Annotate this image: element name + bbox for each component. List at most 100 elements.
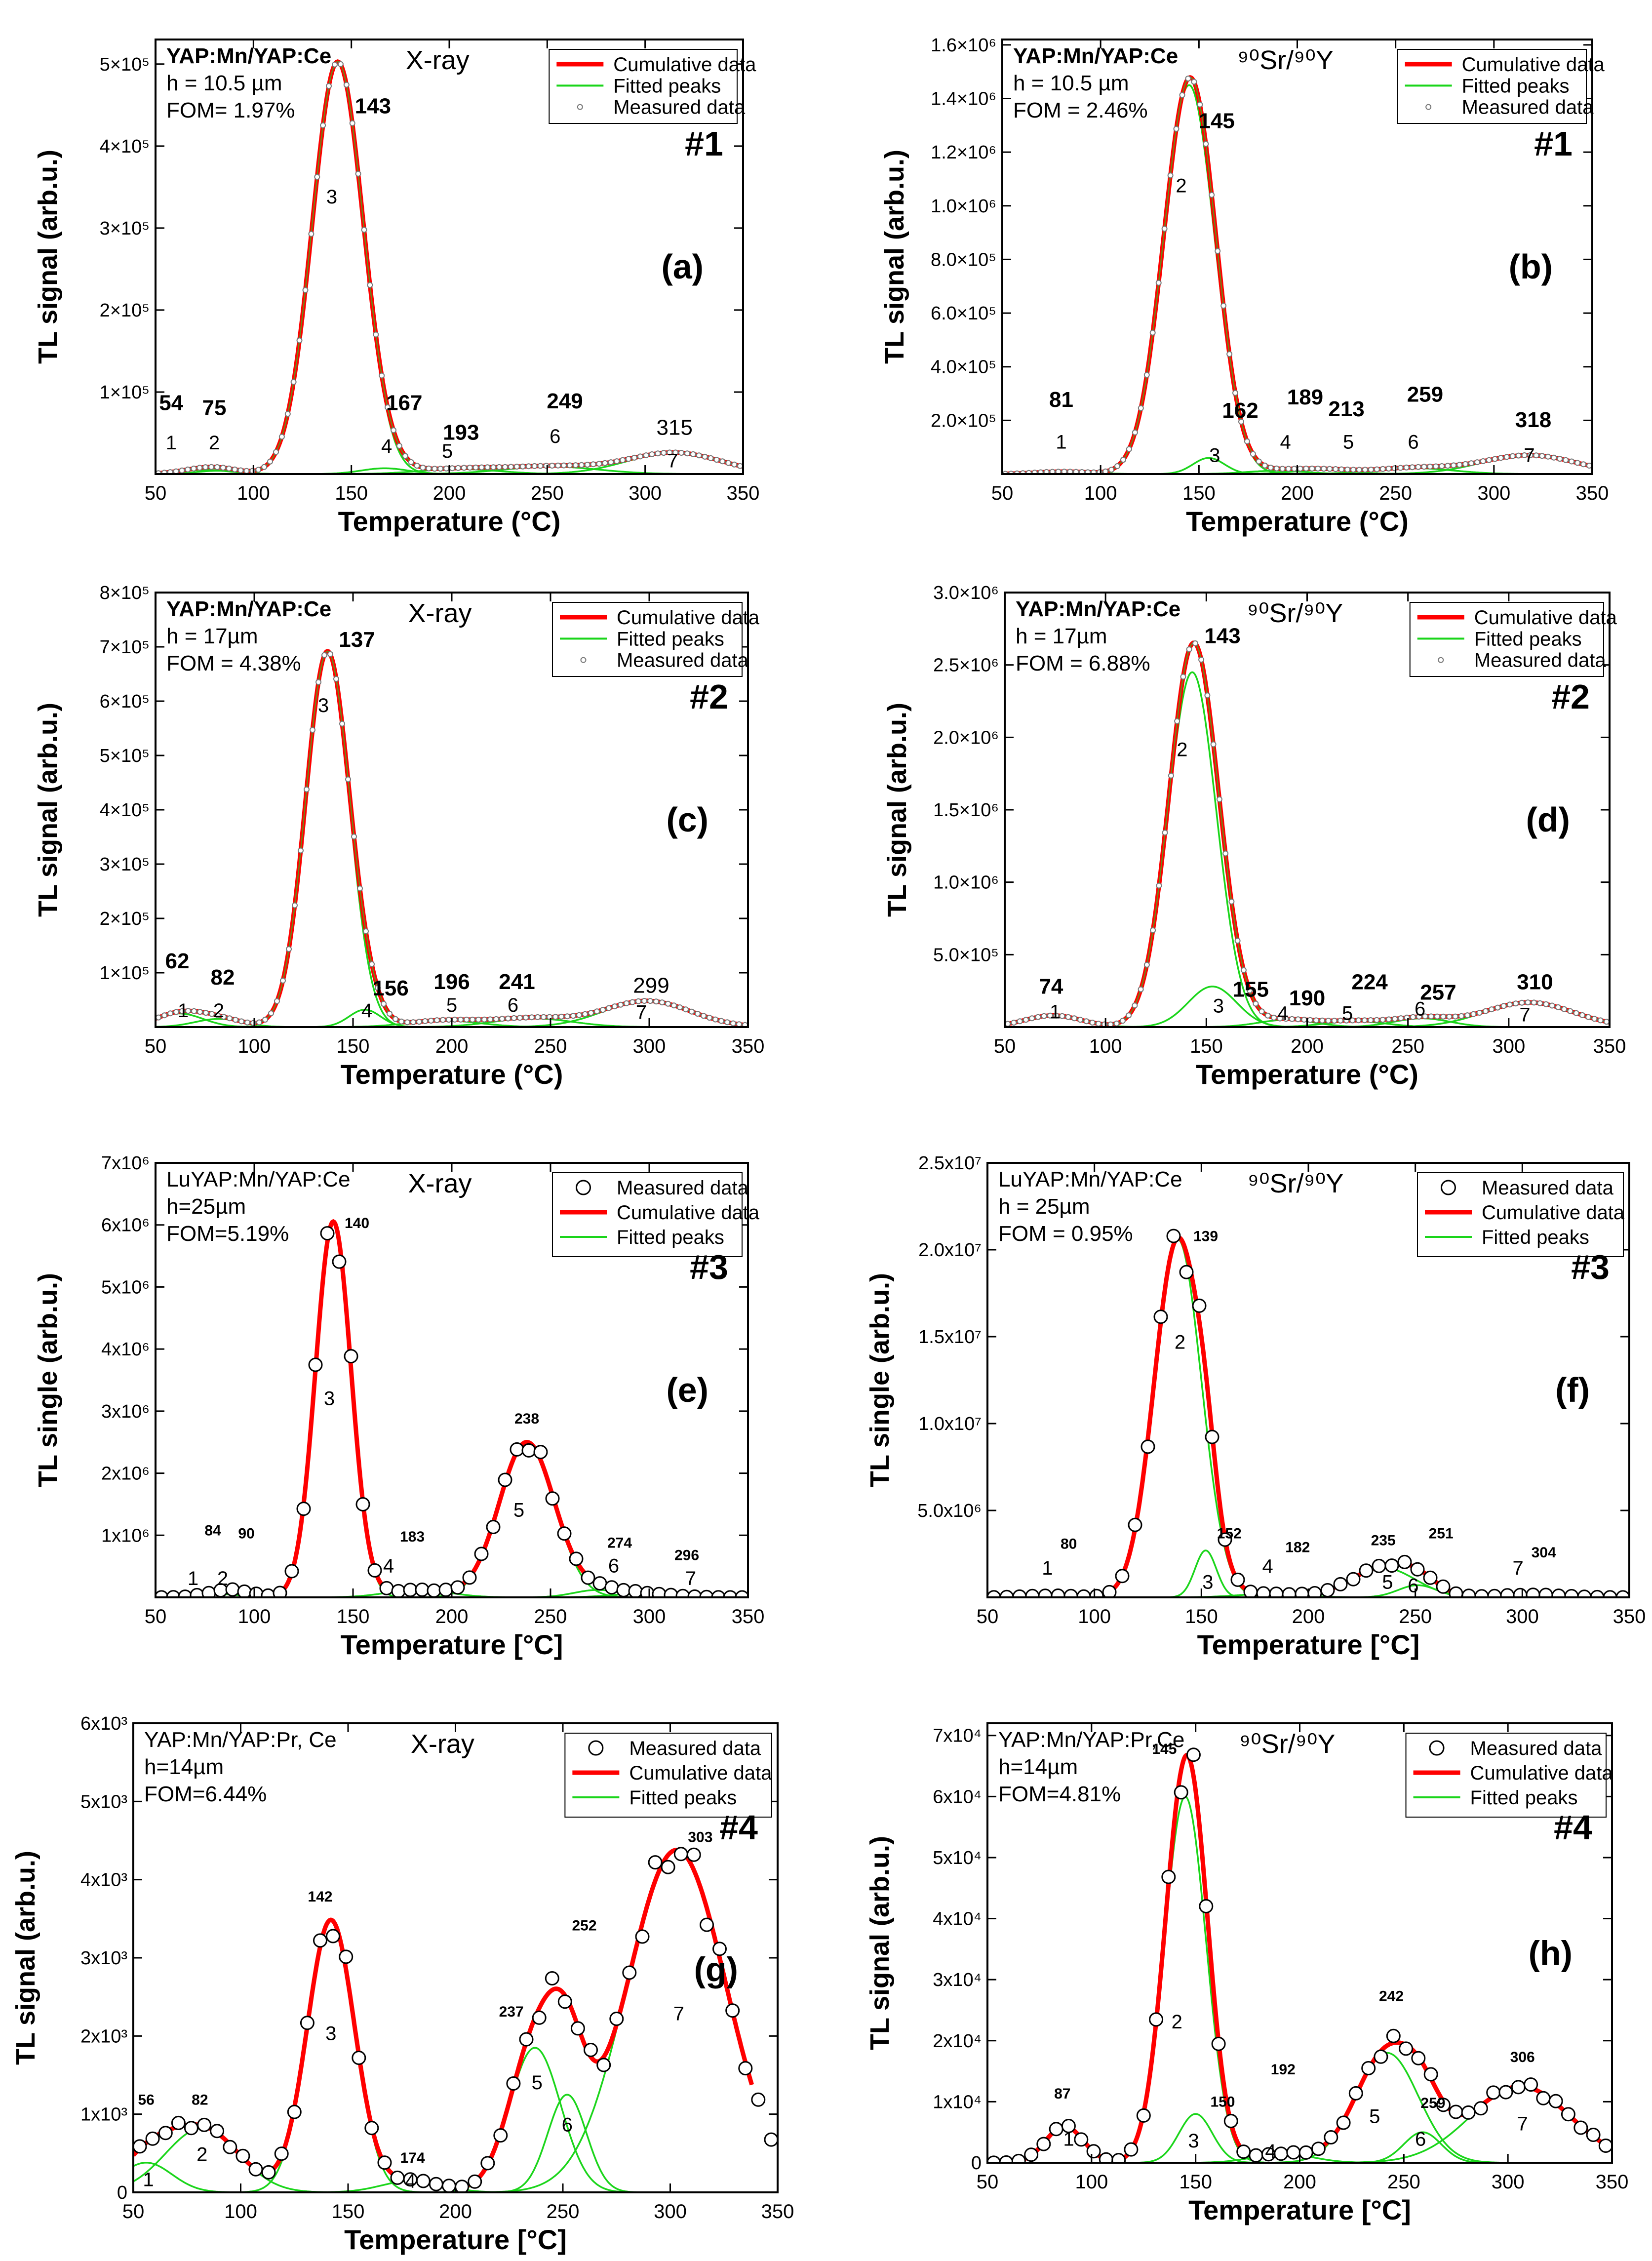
measured-point [1180, 674, 1186, 680]
measured-point [308, 1357, 323, 1372]
measured-point [171, 2115, 186, 2130]
measured-point [1132, 1002, 1138, 1009]
measured-point [635, 998, 641, 1004]
measured-point [274, 2146, 289, 2161]
measured-point [1549, 1002, 1555, 1009]
x-tick-label: 250 [534, 1035, 567, 1057]
measured-point [1423, 2067, 1438, 2082]
x-tick-label: 50 [122, 2201, 145, 2222]
measured-point [1580, 461, 1587, 468]
measured-point [1063, 1588, 1078, 1597]
y-tick-label: 5×10⁵ [100, 746, 150, 766]
measured-point [1492, 456, 1498, 462]
measured-point [584, 462, 590, 468]
sample-info-line: YAP:Mn/YAP:Ce [1016, 597, 1180, 621]
measured-point [1515, 452, 1522, 459]
peak-temperature-label: 137 [339, 628, 375, 652]
measured-point [1561, 2107, 1575, 2122]
measured-point [351, 833, 357, 840]
measured-point [480, 2156, 495, 2171]
measured-point [673, 1847, 688, 1862]
legend-label: Measured data [617, 650, 749, 672]
measured-point [1036, 2137, 1051, 2151]
measured-point [1579, 1012, 1585, 1018]
peak-temperature-label: 81 [1049, 388, 1073, 412]
measured-point [267, 458, 273, 465]
measured-point [1179, 92, 1185, 98]
peak-index-label: 7 [636, 1002, 647, 1024]
legend-swatch-measured [576, 1180, 591, 1195]
x-tick-label: 150 [1185, 1606, 1218, 1627]
legend-label: Cumulative data [613, 54, 756, 76]
measured-point [1307, 1017, 1313, 1023]
peak-index-label: 7 [1524, 445, 1534, 467]
measured-point [1011, 1020, 1017, 1026]
measured-point [1567, 1008, 1573, 1014]
y-tick-label: 1.2×10⁶ [931, 142, 996, 163]
measured-point [499, 1016, 505, 1022]
y-axis-label: TL single (arb.u.) [865, 1273, 895, 1487]
y-tick-label: 2x10⁶ [101, 1464, 150, 1484]
measured-point [1025, 1588, 1040, 1597]
y-axis-label: TL signal (arb.u.) [33, 703, 63, 917]
measured-point [487, 1016, 493, 1023]
measured-point [262, 1017, 268, 1023]
fitted-peak-5 [133, 2047, 752, 2192]
measured-point [1017, 1018, 1023, 1025]
peak-temperature-label: 142 [308, 1889, 332, 1905]
measured-point [1185, 76, 1191, 82]
legend-label: Fitted peaks [1482, 1227, 1589, 1248]
measured-point [677, 1004, 683, 1011]
peak-index-label: 1 [166, 432, 177, 454]
sample-number: #1 [1534, 124, 1573, 163]
measured-point [1095, 1021, 1101, 1027]
measured-point [1291, 466, 1298, 472]
peak-temperature-label: 310 [1517, 970, 1553, 994]
measured-point [1289, 1016, 1295, 1022]
measured-point [535, 1014, 541, 1020]
peak-temperature-label: 238 [514, 1411, 539, 1427]
measured-point [1509, 453, 1516, 459]
measured-point [637, 453, 643, 460]
x-tick-label: 350 [727, 482, 760, 504]
measured-point [337, 61, 344, 67]
peak-index-label: 1 [188, 1568, 198, 1589]
y-tick-label: 5x10⁶ [101, 1277, 150, 1298]
measured-point [1089, 1020, 1096, 1026]
measured-point [410, 1019, 416, 1026]
cumulative-curve [1005, 640, 1610, 1027]
measured-point [292, 902, 298, 909]
peak-temperature-label: 249 [547, 389, 583, 413]
measured-point [1476, 1010, 1483, 1016]
measured-point [1500, 1003, 1507, 1009]
measured-point [700, 1917, 714, 1932]
peak-temperature-label: 213 [1328, 397, 1364, 421]
measured-point [626, 456, 631, 462]
x-tick-label: 300 [1506, 1606, 1539, 1627]
measured-point [462, 1570, 477, 1585]
measured-point [496, 464, 503, 470]
legend-label: Fitted peaks [613, 75, 721, 97]
peak-temperature-label: 156 [372, 976, 408, 1000]
cumulative-curve [133, 1847, 754, 2189]
measured-point [298, 847, 304, 854]
measured-point [1286, 2145, 1301, 2160]
y-tick-label: 1x10³ [80, 2104, 127, 2125]
measured-point [1524, 2077, 1538, 2092]
measured-point [363, 928, 369, 934]
radiation-source: ⁹⁰Sr/⁹⁰Y [1239, 1729, 1336, 1759]
y-tick-label: 2x10³ [80, 2026, 127, 2047]
peak-temperature-label: 183 [400, 1529, 425, 1545]
measured-point [672, 449, 679, 456]
measured-point [344, 1349, 358, 1364]
measured-point [1005, 1021, 1011, 1027]
peak-index-label: 6 [1415, 2128, 1426, 2150]
measured-point [702, 453, 708, 460]
measured-point [1486, 2085, 1501, 2100]
peak-index-label: 1 [1063, 2128, 1074, 2150]
measured-point [437, 466, 444, 472]
measured-point [364, 2121, 379, 2136]
measured-point [308, 231, 315, 237]
peak-index-label: 4 [1262, 1556, 1273, 1578]
x-tick-label: 250 [1399, 1606, 1432, 1627]
